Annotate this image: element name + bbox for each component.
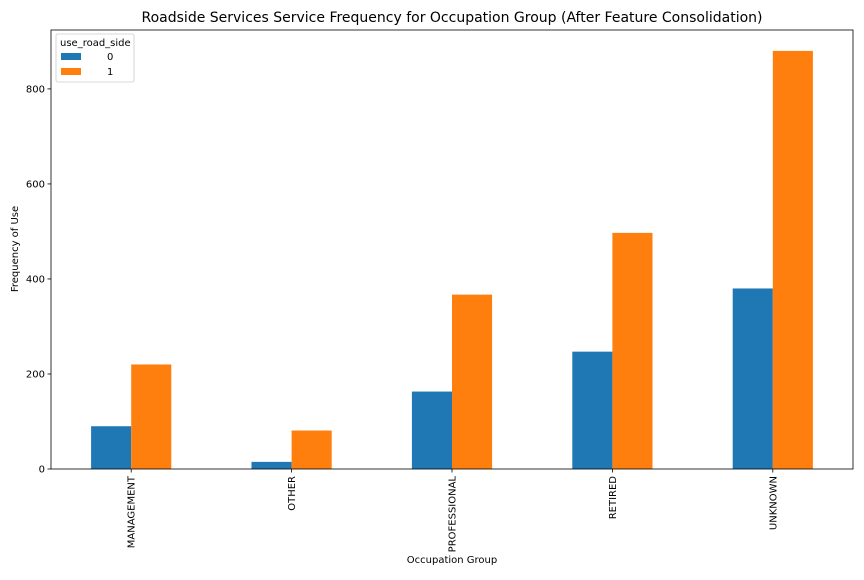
plot-frame: [50, 29, 854, 470]
x-tick-label: UNKNOWN: [768, 476, 779, 530]
bar-unknown-series-1: [772, 50, 813, 470]
y-tick-label: 200: [26, 369, 45, 380]
x-axis-label: Occupation Group: [407, 555, 497, 566]
y-tick-label: 800: [26, 84, 45, 95]
y-axis-label: Frequency of Use: [10, 206, 21, 292]
bar-retired-series-1: [612, 232, 653, 469]
legend: use_road_side 01: [55, 33, 135, 83]
bar-management-series-0: [91, 426, 132, 469]
legend-label-series-1: 1: [107, 67, 113, 78]
x-tick-label: OTHER: [287, 476, 298, 511]
bar-unknown-series-0: [732, 288, 773, 469]
bar-retired-series-0: [572, 351, 613, 469]
bar-management-series-1: [131, 364, 172, 469]
legend-swatch-series-1: [61, 68, 81, 75]
x-tick-label: MANAGEMENT: [127, 475, 138, 548]
y-tick-label: 600: [26, 179, 45, 190]
x-axis: MANAGEMENT OTHER PROFESSIONAL RETIRED UNKNOW…: [127, 469, 779, 553]
y-axis: 0 200 400 600 800: [26, 84, 51, 476]
bars-layer: [91, 50, 813, 470]
chart-title: Roadside Services Service Frequency for …: [142, 10, 763, 26]
bar-professional-series-0: [411, 391, 452, 469]
x-tick-label: PROFESSIONAL: [448, 476, 459, 553]
bar-professional-series-1: [452, 294, 493, 469]
y-tick-label: 400: [26, 274, 45, 285]
legend-items: 01: [61, 52, 113, 78]
bar-other-series-0: [251, 461, 292, 469]
bar-other-series-1: [291, 430, 332, 469]
y-tick-label: 0: [39, 465, 45, 476]
legend-label-series-0: 0: [107, 52, 113, 63]
legend-swatch-series-0: [61, 53, 81, 60]
x-tick-label: RETIRED: [608, 476, 619, 520]
legend-title: use_road_side: [60, 38, 131, 49]
